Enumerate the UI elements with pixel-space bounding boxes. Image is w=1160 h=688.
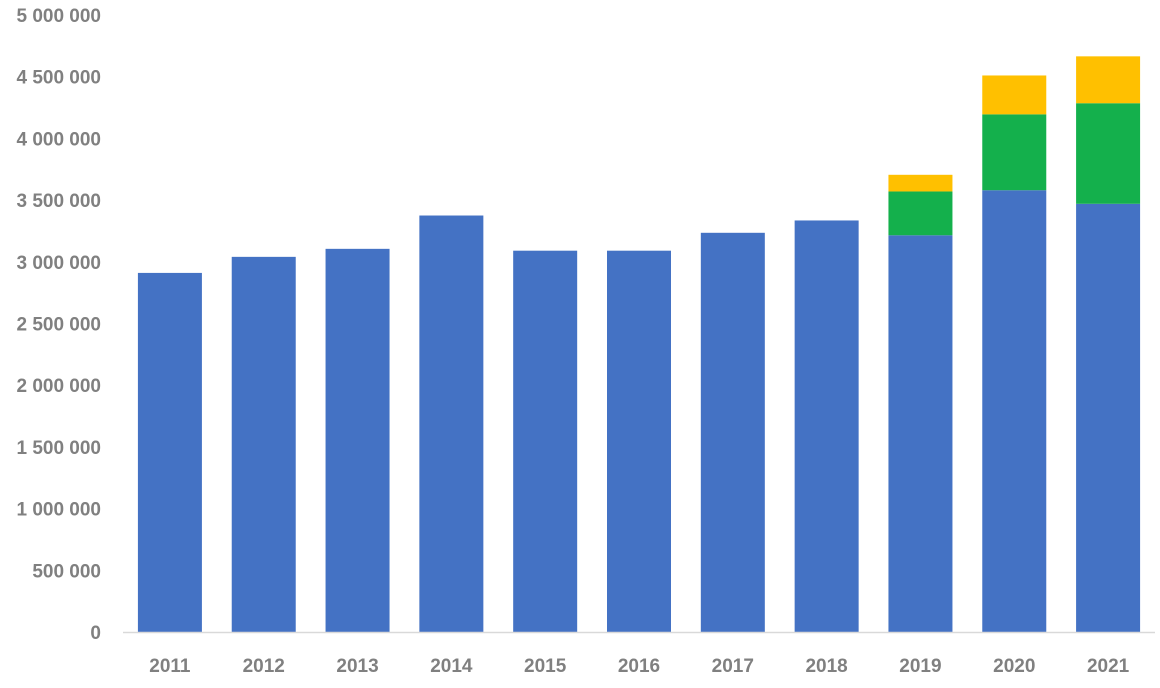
y-tick-label: 1 500 000 xyxy=(16,438,101,459)
x-tick-label: 2021 xyxy=(1087,656,1130,677)
x-tick-label: 2011 xyxy=(149,656,191,677)
x-tick-label: 2013 xyxy=(336,656,378,677)
y-tick-label: 4 500 000 xyxy=(16,68,101,89)
x-tick-label: 2020 xyxy=(993,656,1035,677)
bar-2012-series-1 xyxy=(231,256,296,632)
x-tick-label: 2014 xyxy=(430,656,473,677)
y-tick-label: 4 000 000 xyxy=(16,129,101,150)
bar-2021-series-2 xyxy=(1076,103,1141,204)
bar-2018-series-1 xyxy=(794,220,859,632)
bar-2020-series-1 xyxy=(982,190,1047,633)
y-tick-label: 2 500 000 xyxy=(16,315,101,336)
y-tick-label: 3 500 000 xyxy=(16,191,101,212)
bar-2019-series-3 xyxy=(888,174,953,192)
bar-2011-series-1 xyxy=(137,272,202,632)
y-tick-label: 500 000 xyxy=(32,561,101,582)
x-tick-label: 2018 xyxy=(805,656,847,677)
bar-2014-series-1 xyxy=(419,215,484,632)
y-tick-label: 1 000 000 xyxy=(16,500,101,521)
x-tick-label: 2019 xyxy=(899,656,941,677)
bar-2020-series-3 xyxy=(982,75,1047,115)
bar-2019-series-2 xyxy=(888,191,953,236)
y-tick-label: 0 xyxy=(90,623,101,644)
bar-2021-series-1 xyxy=(1076,203,1141,633)
bar-2013-series-1 xyxy=(325,248,390,632)
bar-2016-series-1 xyxy=(607,250,671,632)
x-tick-label: 2017 xyxy=(712,656,754,677)
x-tick-label: 2015 xyxy=(524,656,567,677)
y-tick-label: 3 000 000 xyxy=(16,253,101,274)
x-axis-tick-labels: 2011 2012 2013 2014 2015 2016 2017 2018 2019 2020… xyxy=(149,656,1129,677)
bars-layer xyxy=(137,56,1141,633)
x-tick-label: 2016 xyxy=(618,656,660,677)
bar-2020-series-2 xyxy=(982,114,1047,191)
bar-2015-series-1 xyxy=(513,250,578,632)
x-tick-label: 2012 xyxy=(243,656,285,677)
bar-2019-series-1 xyxy=(888,235,953,632)
y-axis-tick-labels: 0 500 000 1 000 000 1 500 000 2 000 000 2 500… xyxy=(16,6,101,644)
bar-2017-series-1 xyxy=(700,232,765,633)
y-tick-label: 2 000 000 xyxy=(16,376,101,397)
y-tick-label: 5 000 000 xyxy=(16,6,101,27)
bar-2021-series-3 xyxy=(1076,56,1141,104)
